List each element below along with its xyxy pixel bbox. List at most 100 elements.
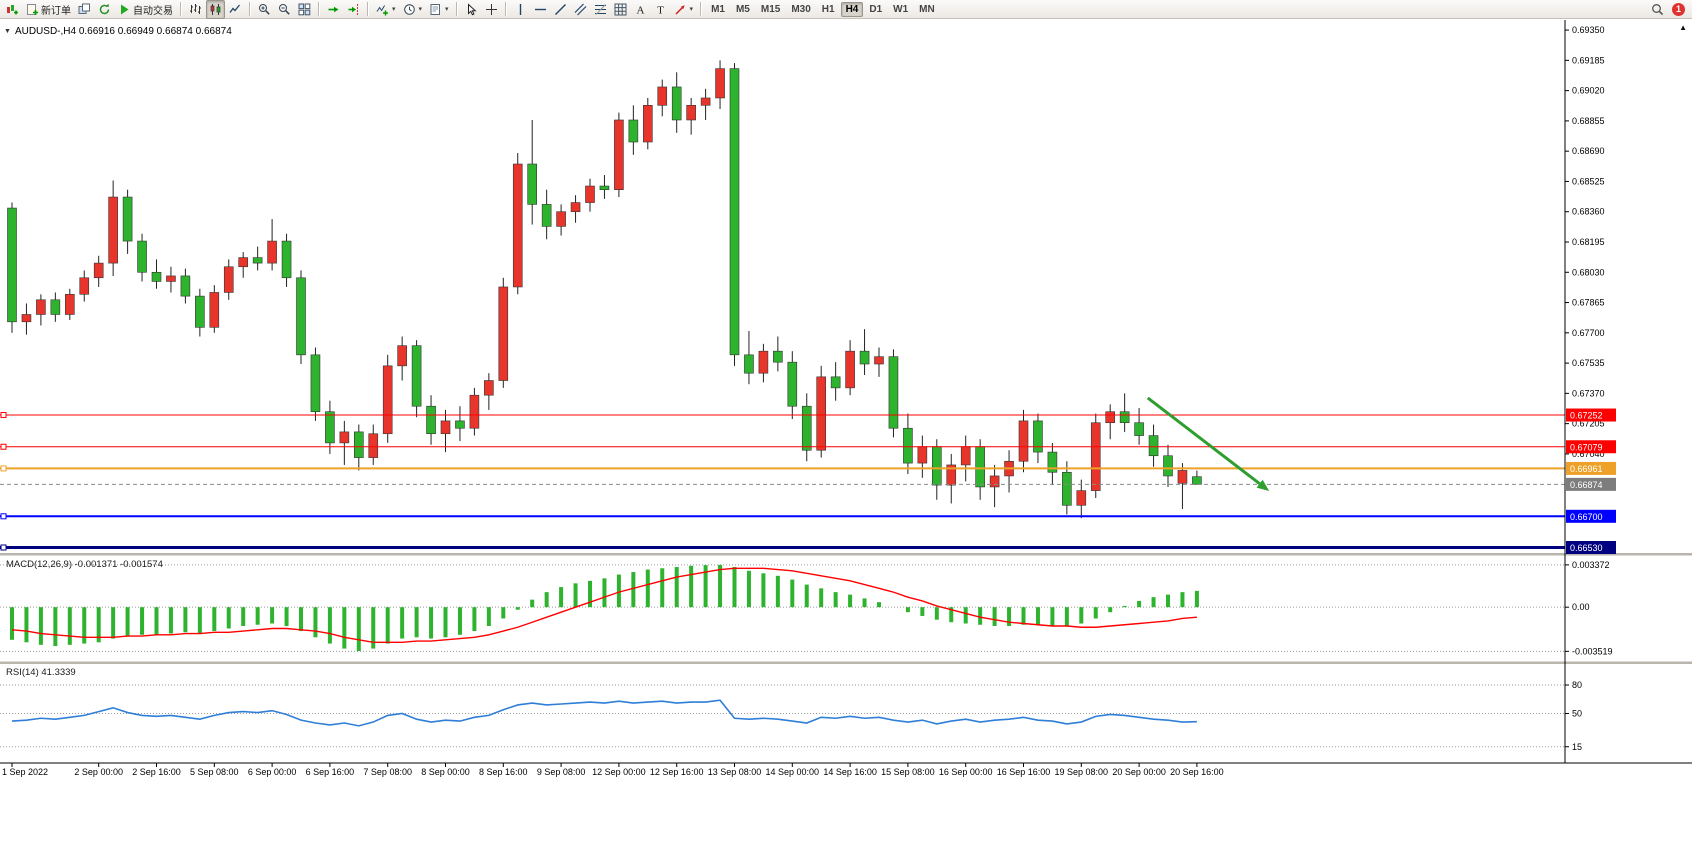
periods-button[interactable]: ▾ bbox=[400, 0, 426, 19]
label-button[interactable]: T bbox=[651, 0, 670, 19]
chevron-down-icon: ▾ bbox=[445, 5, 449, 13]
zoom-out-button[interactable] bbox=[275, 0, 294, 19]
profiles-button[interactable] bbox=[75, 0, 94, 19]
svg-text:16 Sep 00:00: 16 Sep 00:00 bbox=[939, 767, 993, 777]
tile-windows-button[interactable] bbox=[295, 0, 314, 19]
notifications-badge[interactable]: 1 bbox=[1672, 2, 1685, 16]
line-chart-button[interactable] bbox=[226, 0, 245, 19]
svg-text:2 Sep 00:00: 2 Sep 00:00 bbox=[74, 767, 123, 777]
toolbar-separator bbox=[504, 2, 507, 16]
templates-button[interactable]: ▾ bbox=[426, 0, 452, 19]
rsi-line bbox=[11, 699, 1197, 727]
trendline-button[interactable] bbox=[551, 0, 570, 19]
autotrading-button[interactable]: 自动交易 bbox=[115, 0, 176, 19]
text-button[interactable]: A bbox=[631, 0, 650, 19]
svg-text:0.68030: 0.68030 bbox=[1572, 267, 1605, 277]
svg-text:0.66874: 0.66874 bbox=[1570, 480, 1603, 490]
svg-text:0.67370: 0.67370 bbox=[1572, 388, 1605, 398]
svg-text:0.66700: 0.66700 bbox=[1570, 512, 1603, 522]
timeframe-button-m5[interactable]: M5 bbox=[735, 3, 750, 15]
svg-text:20 Sep 00:00: 20 Sep 00:00 bbox=[1112, 767, 1166, 777]
zoom-in-button[interactable] bbox=[255, 0, 274, 19]
toolbar-separator bbox=[249, 2, 251, 16]
clock-icon bbox=[403, 3, 415, 15]
indicator-plus-icon bbox=[376, 4, 388, 15]
grid-icon bbox=[614, 3, 627, 15]
timeframe-button-h1[interactable]: H1 bbox=[821, 3, 835, 15]
search-button[interactable] bbox=[1648, 0, 1667, 19]
fibonacci-button[interactable] bbox=[591, 0, 610, 19]
chart-canvas[interactable]: 0.69350 0.69185 0.69020 0.68855 0.68690 0.685… bbox=[0, 20, 1692, 786]
chart-window[interactable]: 0.69350 0.69185 0.69020 0.68855 0.68690 0.685… bbox=[0, 20, 1692, 786]
price-axis[interactable]: 0.69350 0.69185 0.69020 0.68855 0.68690 0.685… bbox=[1565, 25, 1616, 554]
bars-icon bbox=[190, 3, 201, 14]
candles-icon bbox=[210, 3, 221, 15]
svg-text:0.66961: 0.66961 bbox=[1570, 464, 1603, 474]
trendline-icon bbox=[554, 3, 566, 15]
horizontal-line-button[interactable] bbox=[531, 0, 550, 19]
timeframe-button-h4[interactable]: H4 bbox=[840, 1, 864, 17]
macd-signal-line bbox=[11, 567, 1197, 644]
hline-icon bbox=[534, 8, 546, 10]
svg-text:0.67865: 0.67865 bbox=[1572, 298, 1605, 308]
toolbar-separator bbox=[455, 2, 458, 16]
horizontal-lines-layer[interactable] bbox=[0, 412, 1565, 551]
svg-text:12 Sep 00:00: 12 Sep 00:00 bbox=[592, 767, 646, 777]
trend-arrow-object[interactable] bbox=[1146, 396, 1270, 491]
svg-text:2 Sep 16:00: 2 Sep 16:00 bbox=[132, 767, 181, 777]
svg-text:0.68195: 0.68195 bbox=[1572, 237, 1605, 247]
svg-text:0.68690: 0.68690 bbox=[1572, 146, 1605, 156]
timeframe-button-m15[interactable]: M15 bbox=[760, 3, 781, 15]
toolbar-separator bbox=[367, 2, 369, 16]
bar-chart-button[interactable] bbox=[186, 0, 205, 19]
scale-fix-icon[interactable]: ▲ bbox=[1679, 23, 1687, 32]
time-axis[interactable]: 1 Sep 2022 2 Sep 00:00 2 Sep 16:00 5 Sep 08… bbox=[2, 763, 1224, 777]
new-order-button-label: 新订单 bbox=[41, 5, 71, 17]
svg-text:6 Sep 16:00: 6 Sep 16:00 bbox=[306, 767, 355, 777]
timeframe-button-w1[interactable]: W1 bbox=[893, 3, 909, 15]
refresh-button[interactable] bbox=[95, 0, 114, 19]
refresh-icon bbox=[99, 3, 110, 14]
linechart-icon bbox=[229, 4, 241, 13]
pane-splitter[interactable] bbox=[0, 661, 1692, 665]
order-plus-icon bbox=[27, 3, 38, 15]
indicator-axis: 0.003372 0.00 -0.003519 80 50 15 bbox=[1565, 560, 1613, 752]
textA-icon: A bbox=[636, 4, 644, 16]
timeframe-button-m30[interactable]: M30 bbox=[791, 3, 811, 15]
layers-icon bbox=[78, 3, 90, 14]
autoscroll-icon bbox=[328, 6, 339, 12]
svg-text:0.66530: 0.66530 bbox=[1570, 543, 1603, 553]
play-green-icon bbox=[121, 4, 129, 14]
svg-text:8 Sep 00:00: 8 Sep 00:00 bbox=[421, 767, 470, 777]
svg-text:A: A bbox=[636, 4, 644, 16]
svg-text:15 Sep 08:00: 15 Sep 08:00 bbox=[881, 767, 935, 777]
timeframe-button-mn[interactable]: MN bbox=[919, 3, 935, 15]
search-icon bbox=[1652, 3, 1664, 15]
shapes-button[interactable] bbox=[611, 0, 630, 19]
chart-shift-button[interactable] bbox=[344, 0, 363, 19]
svg-text:-0.003519: -0.003519 bbox=[1572, 646, 1613, 656]
svg-text:13 Sep 08:00: 13 Sep 08:00 bbox=[708, 767, 762, 777]
crosshair-button[interactable] bbox=[482, 0, 501, 19]
chevron-down-icon: ▾ bbox=[418, 5, 423, 13]
equidistant-channel-button[interactable] bbox=[571, 0, 590, 19]
svg-text:14 Sep 00:00: 14 Sep 00:00 bbox=[766, 767, 820, 777]
candlestick-chart-button[interactable] bbox=[206, 0, 225, 19]
svg-text:0.00: 0.00 bbox=[1572, 602, 1590, 612]
timeframe-button-d1[interactable]: D1 bbox=[869, 3, 883, 15]
auto-scroll-button[interactable] bbox=[324, 0, 343, 19]
timeframe-button-m1[interactable]: M1 bbox=[711, 3, 725, 15]
chevron-down-icon: ▾ bbox=[689, 5, 694, 13]
svg-text:5 Sep 08:00: 5 Sep 08:00 bbox=[190, 767, 239, 777]
indicators-button[interactable]: ▾ bbox=[373, 0, 399, 19]
svg-text:14 Sep 16:00: 14 Sep 16:00 bbox=[823, 767, 877, 777]
new-order-button[interactable]: 新订单 bbox=[23, 0, 74, 19]
vertical-line-button[interactable] bbox=[511, 0, 530, 19]
arrows-button[interactable]: ▾ bbox=[671, 0, 697, 19]
toolbar: 新订单 自动交易 ▾ ▾ ▾ A T ▾ M1 M5 M15 M30 H1 H4 D1 W1 MN 1 bbox=[0, 0, 1692, 19]
new-chart-button[interactable] bbox=[3, 0, 22, 19]
svg-text:0.68525: 0.68525 bbox=[1572, 176, 1605, 186]
toolbar-separator bbox=[700, 2, 703, 16]
pane-splitter[interactable] bbox=[0, 553, 1692, 556]
cursor-button[interactable] bbox=[462, 0, 481, 19]
